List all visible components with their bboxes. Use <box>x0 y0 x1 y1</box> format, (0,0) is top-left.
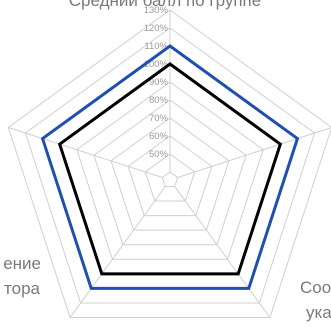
grid-spoke <box>69 186 166 318</box>
tick-labels: 50% 60% 70% 80% 90% 100% 110% 120% 130% <box>144 5 169 160</box>
r-tick-label: 90% <box>149 77 169 88</box>
grid-spoke <box>177 127 331 179</box>
axis-label-bottom-left-line1: ение <box>3 254 41 273</box>
axis-label-bottom-right-line1: Соо <box>300 278 331 297</box>
grid-ring <box>127 135 213 217</box>
grid-ring <box>93 99 247 246</box>
r-tick-label: 80% <box>149 95 169 106</box>
grid-ring <box>161 171 179 187</box>
axis-label-bottom-right-line2: ука <box>306 303 331 322</box>
grid-ring <box>24 27 316 304</box>
series-line-1 <box>57 62 283 276</box>
r-tick-label: 130% <box>144 5 169 16</box>
grid-layer <box>7 9 331 319</box>
grid-ring <box>110 117 230 231</box>
axis-labels: Средний балл по группе Соо ука ение тора <box>3 0 331 322</box>
r-tick-label: 120% <box>144 23 169 34</box>
r-tick-label: 100% <box>144 59 169 70</box>
grid-ring <box>76 81 264 260</box>
series-layer <box>40 44 300 290</box>
grid-ring <box>7 9 331 319</box>
r-tick-label: 110% <box>144 41 168 52</box>
r-tick-label: 70% <box>149 113 169 124</box>
grid-ring <box>144 153 196 202</box>
grid-spoke <box>174 186 271 318</box>
r-tick-label: 60% <box>149 131 169 142</box>
grid-spoke <box>8 126 163 179</box>
r-tick-label: 50% <box>149 149 169 160</box>
axis-label-top: Средний балл по группе <box>69 0 261 10</box>
axis-label-bottom-left-line2: тора <box>4 279 41 298</box>
series-line-2 <box>40 44 300 290</box>
